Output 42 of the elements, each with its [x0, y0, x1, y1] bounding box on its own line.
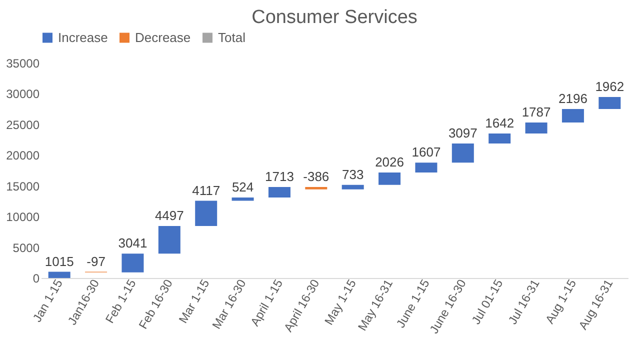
data-label: 4117 [192, 182, 220, 198]
bar [195, 200, 218, 226]
data-label: 1962 [595, 78, 624, 94]
legend-label: Decrease [135, 30, 191, 45]
y-tick-label: 15000 [6, 179, 40, 194]
y-tick-label: 0 [32, 272, 40, 286]
bar [342, 184, 364, 190]
data-label: -386 [303, 169, 330, 184]
bar [598, 96, 621, 109]
legend-label: Total [218, 30, 246, 45]
y-tick-label: 35000 [6, 56, 40, 70]
bar [452, 144, 474, 163]
data-label: 4497 [154, 208, 184, 224]
data-label: 524 [232, 180, 254, 195]
data-label: -97 [86, 254, 106, 269]
y-tick-label: 10000 [6, 210, 40, 224]
data-label: 3041 [118, 236, 148, 251]
data-label: 1015 [44, 254, 74, 269]
data-label: 1713 [265, 169, 294, 184]
data-label: 2026 [375, 154, 404, 170]
y-tick-label: 30000 [6, 87, 40, 102]
y-tick-label: 25000 [6, 118, 40, 132]
y-tick-label: 20000 [6, 148, 40, 163]
data-label: 1642 [485, 115, 514, 130]
data-label: 2196 [558, 91, 588, 106]
bar [232, 198, 254, 201]
legend-label: Increase [58, 30, 108, 45]
bar [525, 122, 548, 134]
data-label: 3097 [448, 126, 478, 141]
bar [378, 172, 401, 185]
data-label: 1607 [412, 144, 441, 160]
data-label: 733 [342, 166, 364, 182]
data-label: 1787 [522, 104, 551, 120]
bar [268, 187, 290, 198]
bar [48, 272, 70, 278]
bar [122, 254, 144, 272]
chart-title: Consumer Services [252, 7, 418, 28]
bar [488, 133, 511, 144]
y-tick-label: 5000 [12, 240, 40, 255]
bar [562, 109, 584, 122]
bar [158, 226, 180, 254]
bar [415, 162, 438, 172]
